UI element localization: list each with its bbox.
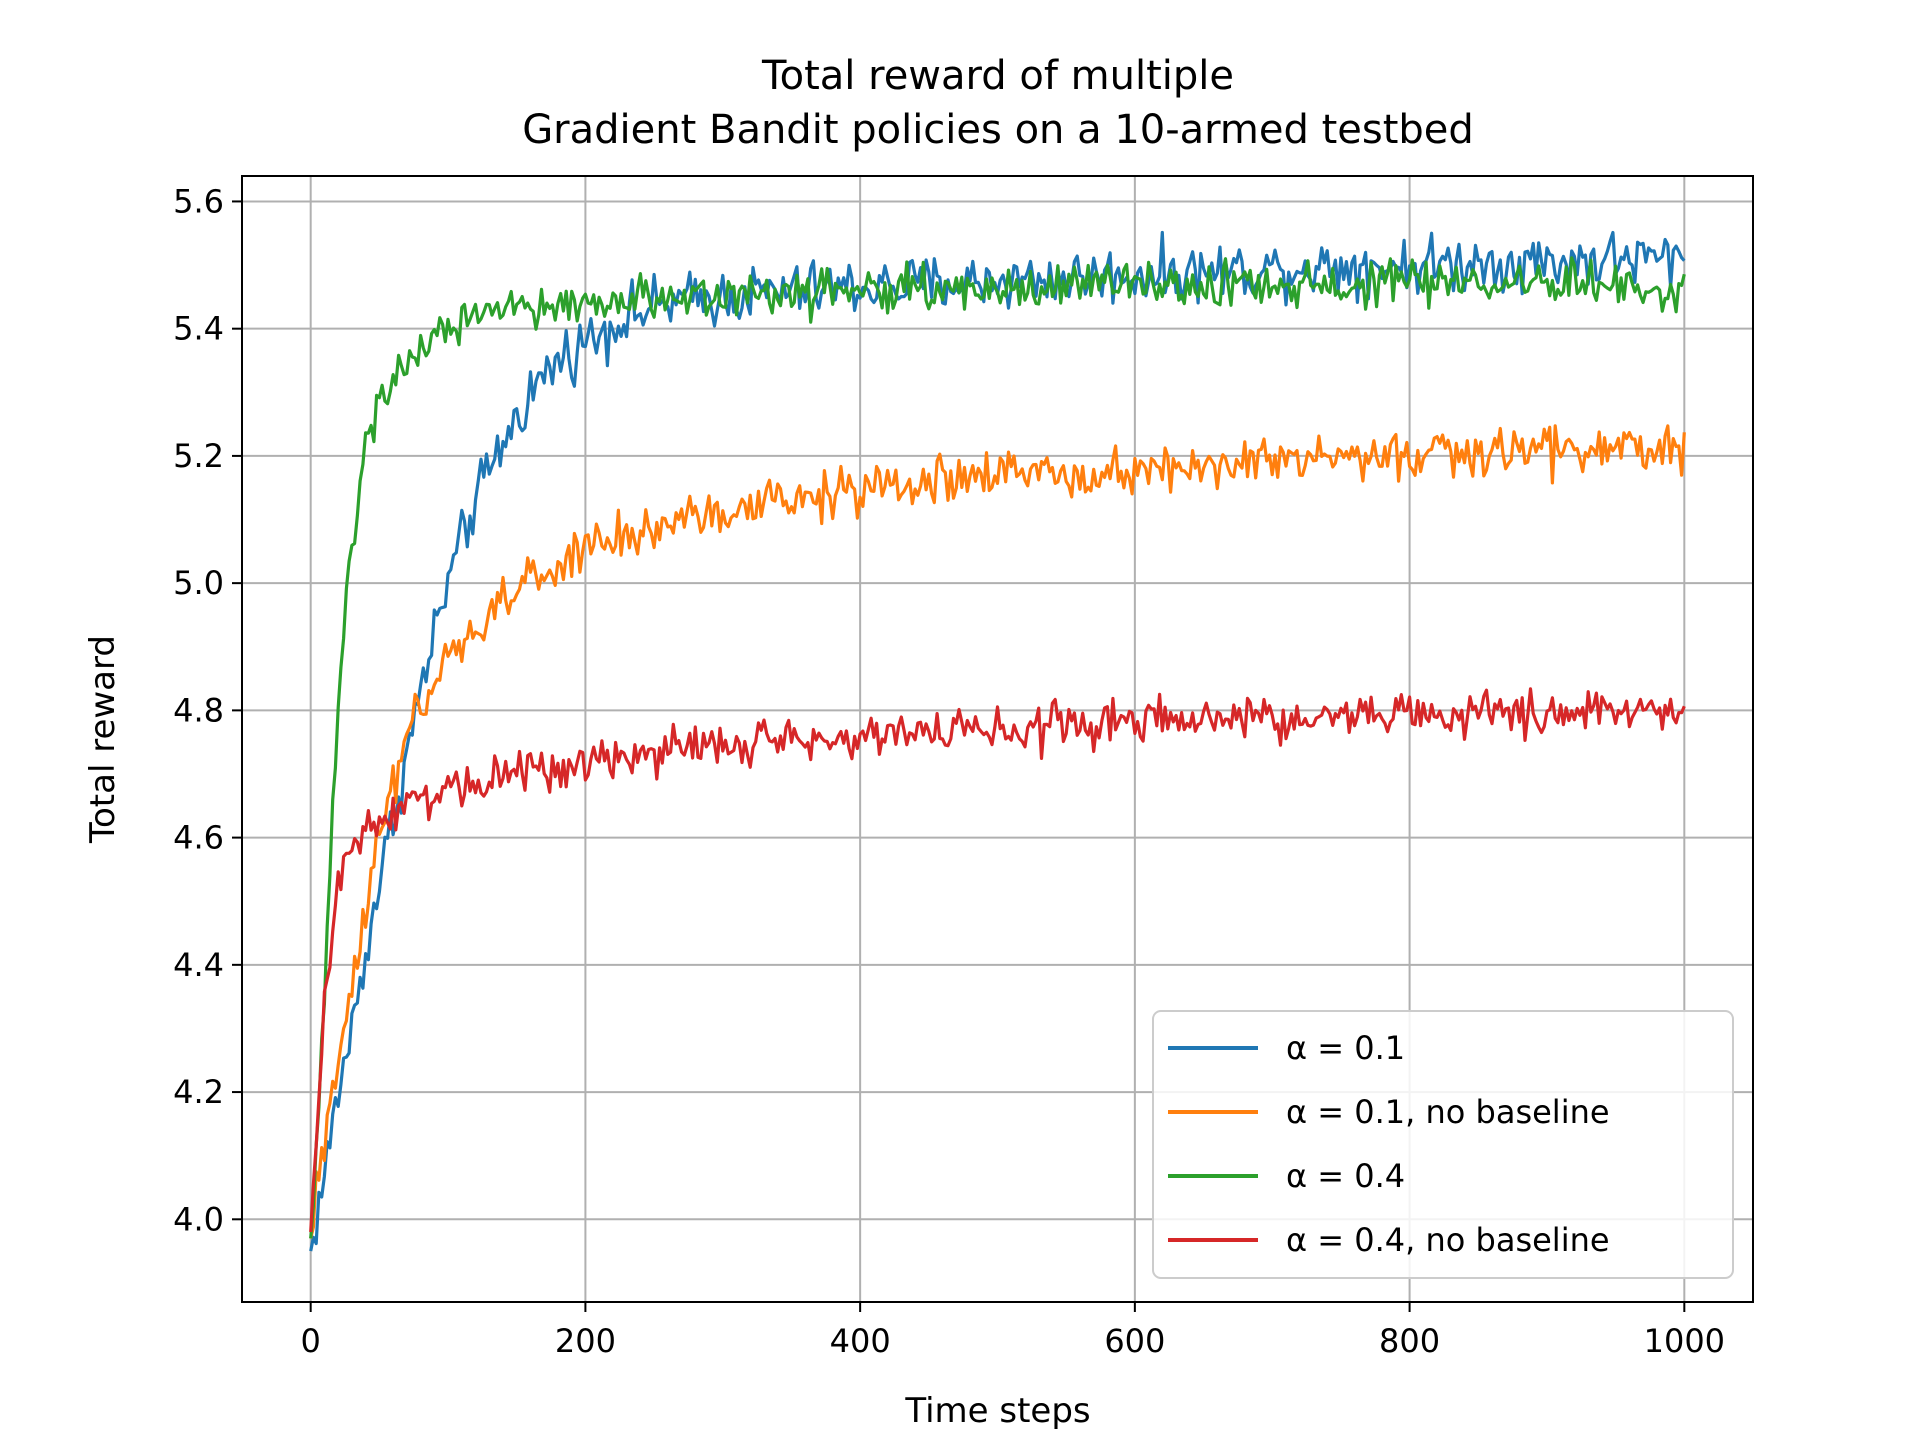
y-tick-label: 4.4 [173,946,224,984]
legend-box [1152,1010,1734,1279]
plot-frame [241,175,1754,1303]
chart-title-line-2: Gradient Bandit policies on a 10-armed t… [522,107,1474,153]
x-tick-label: 800 [1379,1322,1440,1360]
legend-label-alpha-0.1: α = 0.1 [1286,1029,1405,1067]
legend-label-alpha-0.4-no-baseline: α = 0.4, no baseline [1286,1221,1610,1259]
x-tick-label: 400 [830,1322,891,1360]
legend-label-alpha-0.4: α = 0.4 [1286,1157,1405,1195]
legend: α = 0.1 α = 0.1, no baseline α = 0.4 α =… [1152,1010,1734,1279]
axis-ticks [232,200,1686,1312]
y-tick-label: 4.8 [173,691,224,729]
series-lines [309,230,1686,1252]
y-tick-label: 5.6 [173,182,224,220]
chart-title-line-1: Total reward of multiple [761,53,1234,99]
series-line-2 [309,256,1686,1239]
legend-label-alpha-0.1-no-baseline: α = 0.1, no baseline [1286,1093,1610,1131]
y-tick-label: 4.2 [173,1073,224,1111]
y-tick-label: 4.0 [173,1200,224,1238]
x-tick-label: 600 [1104,1322,1165,1360]
x-tick-labels: 0 200 400 600 800 1000 [301,1322,1726,1360]
y-tick-label: 4.6 [173,819,224,857]
series-line-1 [309,424,1686,1239]
y-tick-label: 5.0 [173,564,224,602]
series-line-3 [309,687,1686,1233]
y-axis-title: Total reward [83,635,123,844]
x-tick-label: 200 [555,1322,616,1360]
x-tick-label: 1000 [1644,1322,1725,1360]
x-axis-title: Time steps [904,1391,1090,1431]
y-tick-label: 5.2 [173,437,224,475]
x-tick-label: 0 [301,1322,321,1360]
y-tick-labels: 4.0 4.2 4.4 4.6 4.8 5.0 5.2 5.4 5.6 [173,182,224,1238]
y-tick-label: 5.4 [173,310,224,348]
